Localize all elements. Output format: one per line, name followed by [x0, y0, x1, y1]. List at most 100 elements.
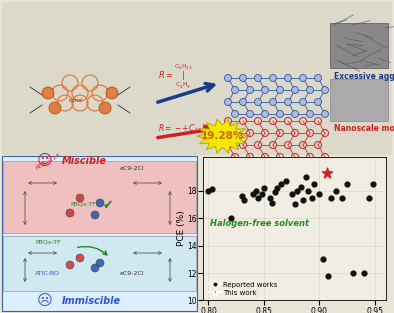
- Circle shape: [106, 87, 118, 99]
- FancyBboxPatch shape: [2, 156, 197, 311]
- Legend: Reported works, This work: Reported works, This work: [206, 280, 279, 297]
- Point: [349, 270, 356, 275]
- Point: [297, 184, 304, 189]
- Text: $R = -\!\!+C_{11}H_{23}$: $R = -\!\!+C_{11}H_{23}$: [158, 122, 216, 135]
- Polygon shape: [197, 119, 248, 153]
- Point: [274, 186, 281, 191]
- Text: 19.28%: 19.28%: [201, 131, 244, 141]
- Text: Excessive aggregates: Excessive aggregates: [334, 72, 394, 81]
- Text: Halogen-free solvent: Halogen-free solvent: [210, 218, 309, 228]
- Point: [344, 182, 350, 187]
- Point: [320, 257, 326, 262]
- Text: ☺: ☺: [37, 153, 53, 168]
- FancyBboxPatch shape: [3, 236, 196, 291]
- Circle shape: [76, 194, 84, 202]
- Text: eC9-2Cl: eC9-2Cl: [120, 271, 145, 276]
- Text: ✔: ✔: [103, 198, 113, 212]
- Circle shape: [322, 110, 329, 117]
- Point: [311, 182, 317, 187]
- Point: [272, 190, 278, 195]
- FancyBboxPatch shape: [2, 2, 392, 155]
- Circle shape: [255, 99, 262, 105]
- Circle shape: [269, 74, 277, 81]
- Circle shape: [277, 86, 284, 94]
- Circle shape: [76, 254, 84, 262]
- Point: [269, 201, 275, 206]
- Circle shape: [49, 102, 61, 114]
- Text: eC9-2Cl: eC9-2Cl: [120, 166, 145, 171]
- Point: [309, 195, 315, 200]
- Point: [283, 179, 289, 184]
- Text: Nanoscale morphology: Nanoscale morphology: [334, 124, 394, 133]
- Point: [316, 191, 323, 196]
- Circle shape: [322, 86, 329, 94]
- Point: [250, 191, 256, 196]
- Circle shape: [284, 74, 292, 81]
- Circle shape: [96, 199, 104, 207]
- Point: [239, 194, 245, 199]
- Circle shape: [255, 74, 262, 81]
- Point: [294, 188, 301, 193]
- Circle shape: [307, 86, 314, 94]
- Circle shape: [247, 110, 253, 117]
- Point: [241, 198, 247, 203]
- Circle shape: [314, 99, 322, 105]
- Point: [300, 198, 306, 203]
- Point: [227, 216, 234, 221]
- FancyBboxPatch shape: [3, 161, 196, 233]
- Circle shape: [307, 110, 314, 117]
- Text: Miscible: Miscible: [62, 156, 107, 166]
- Circle shape: [314, 74, 322, 81]
- Circle shape: [299, 74, 307, 81]
- Point: [325, 273, 331, 278]
- Circle shape: [240, 74, 247, 81]
- Circle shape: [232, 86, 238, 94]
- Circle shape: [232, 110, 238, 117]
- Point: [288, 191, 295, 196]
- Circle shape: [91, 264, 99, 272]
- Point: [333, 188, 339, 193]
- Point: [303, 175, 309, 180]
- FancyBboxPatch shape: [330, 23, 388, 68]
- Circle shape: [91, 211, 99, 219]
- Point: [370, 182, 376, 187]
- Point: [277, 182, 284, 187]
- Text: $R = \mathregular{\underset{C_4H_9}{\overset{C_6H_{13}}{|}}}$: $R = \mathregular{\underset{C_4H_9}{\ove…: [158, 63, 192, 91]
- Point: [305, 188, 312, 193]
- Circle shape: [42, 87, 54, 99]
- Point: [209, 187, 215, 192]
- Circle shape: [269, 99, 277, 105]
- FancyBboxPatch shape: [330, 79, 388, 121]
- Circle shape: [66, 261, 74, 269]
- Text: ☹: ☹: [37, 294, 53, 309]
- Point: [324, 171, 331, 176]
- Circle shape: [240, 99, 247, 105]
- Point: [258, 191, 265, 196]
- Circle shape: [96, 259, 104, 267]
- Text: ATIC-C14: ATIC-C14: [35, 152, 62, 171]
- Text: bond: bond: [68, 98, 82, 102]
- Circle shape: [284, 99, 292, 105]
- Point: [205, 188, 212, 193]
- Circle shape: [99, 102, 111, 114]
- Point: [253, 188, 259, 193]
- Point: [366, 195, 373, 200]
- Point: [338, 195, 345, 200]
- Text: PBQx-TF: PBQx-TF: [35, 239, 61, 244]
- Text: PBQx-TF: PBQx-TF: [70, 201, 96, 206]
- Circle shape: [262, 86, 268, 94]
- Point: [266, 195, 273, 200]
- Circle shape: [292, 86, 299, 94]
- Circle shape: [262, 110, 268, 117]
- Text: Immiscible: Immiscible: [62, 296, 121, 306]
- Circle shape: [66, 209, 74, 217]
- Point: [261, 186, 267, 191]
- Circle shape: [292, 110, 299, 117]
- Circle shape: [247, 86, 253, 94]
- Point: [292, 202, 298, 207]
- Text: ATIC-BO: ATIC-BO: [35, 271, 60, 276]
- Circle shape: [225, 74, 232, 81]
- Point: [327, 195, 334, 200]
- Circle shape: [277, 110, 284, 117]
- Point: [361, 270, 367, 275]
